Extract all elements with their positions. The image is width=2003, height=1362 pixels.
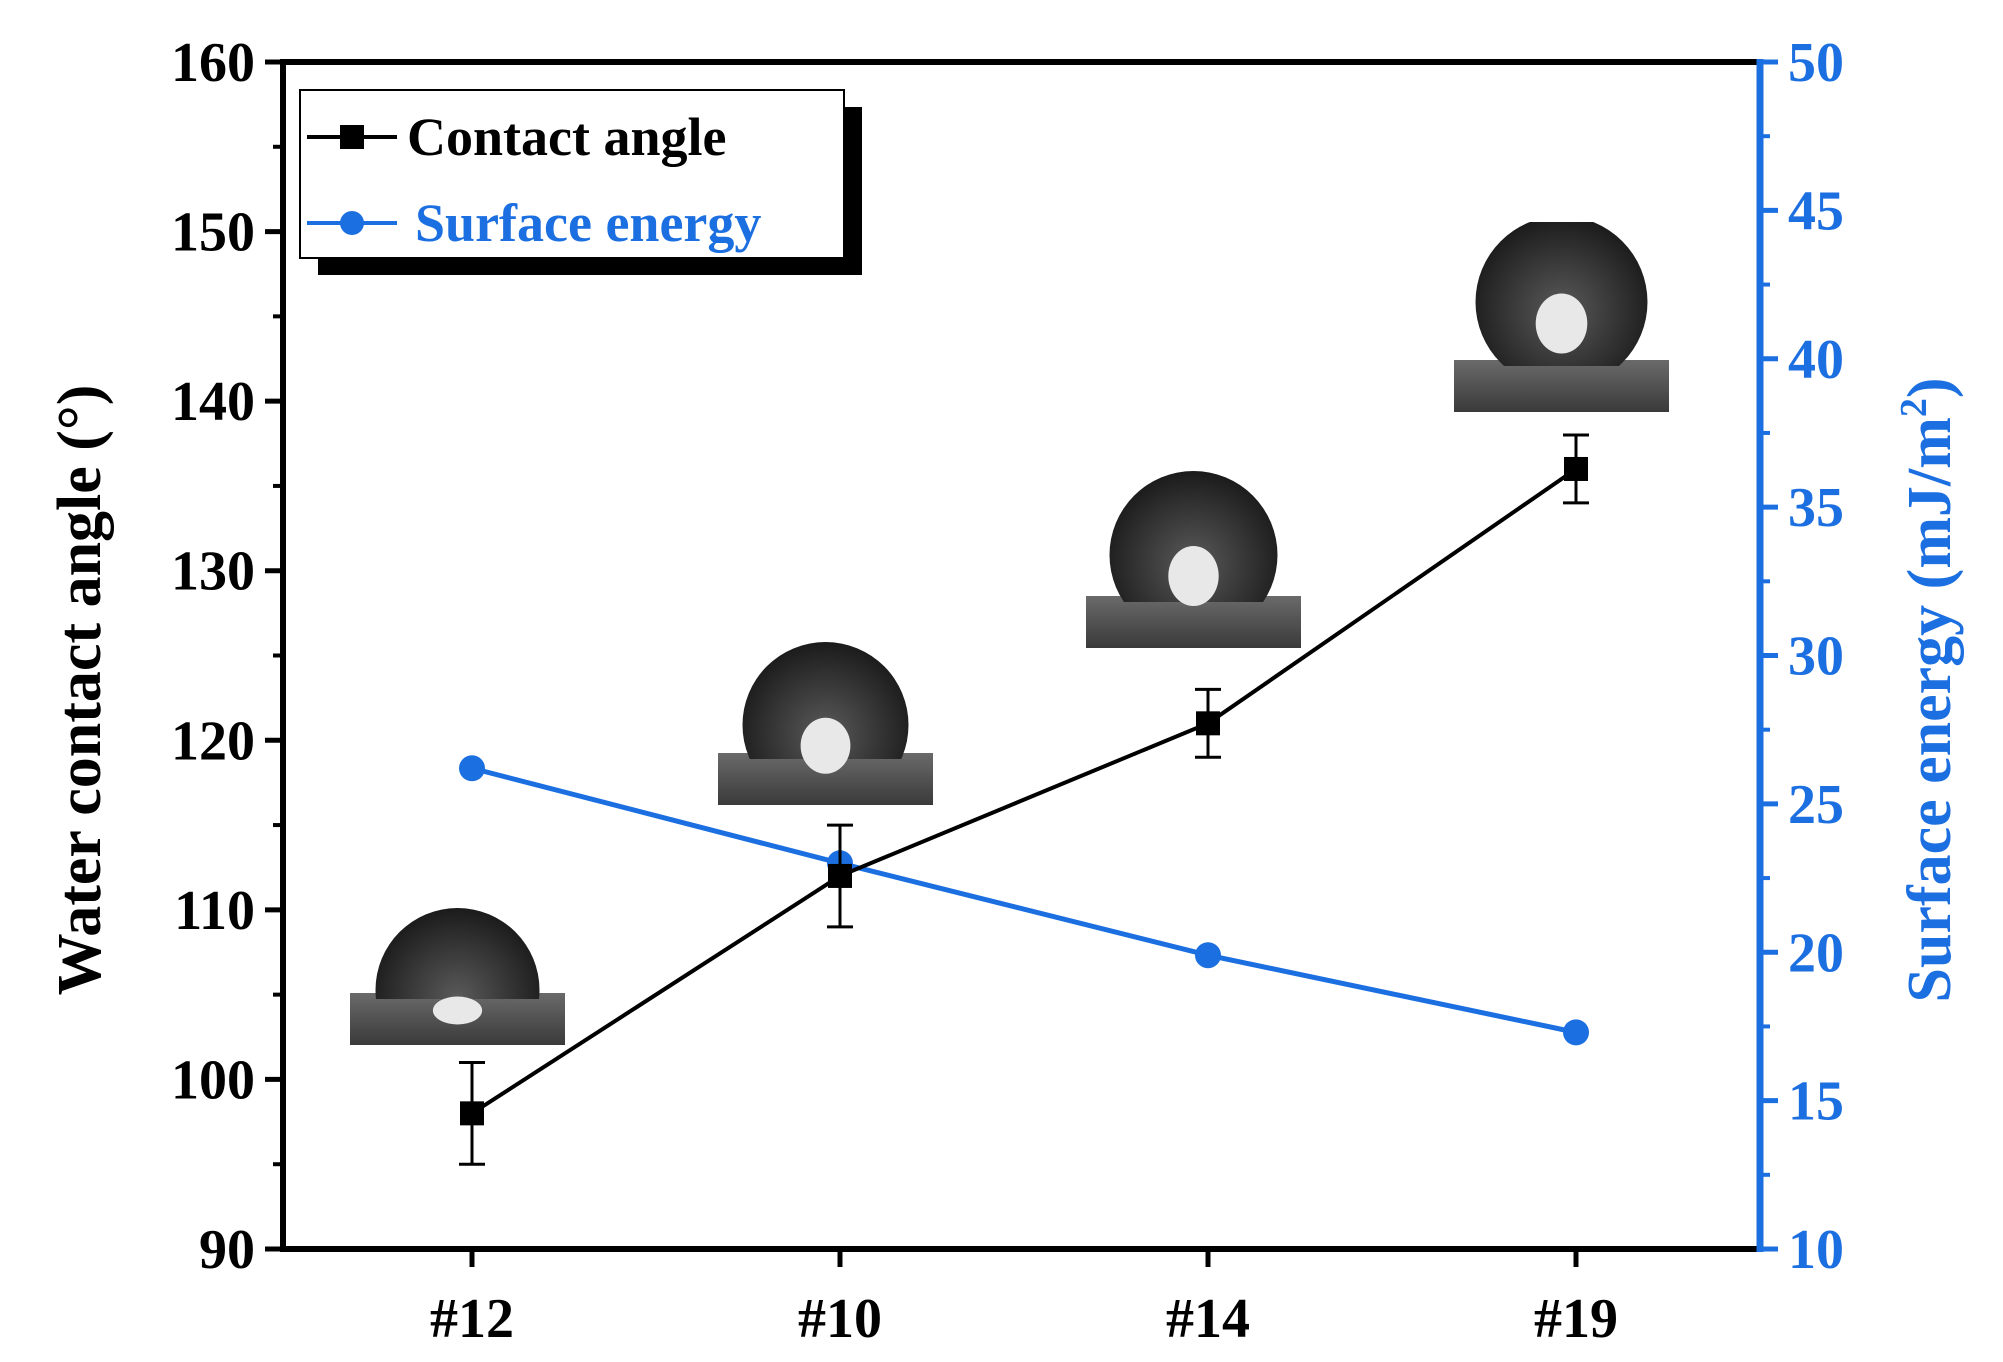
surface-energy-point	[1195, 942, 1221, 969]
inset-highlight	[432, 996, 483, 1025]
right-y-axis: 10 15 20 25 30 35 40 45 50	[1760, 32, 1844, 1281]
inset-droplet	[1109, 471, 1278, 602]
contact-angle-line	[470, 467, 1578, 1116]
right-tick-label: 35	[1788, 477, 1844, 539]
right-tick-label: 30	[1788, 626, 1844, 688]
surface-energy-point	[1563, 1019, 1589, 1046]
droplet-inset-12	[350, 908, 565, 1045]
surface-energy-line	[471, 765, 1577, 1035]
legend-box	[299, 89, 845, 259]
right-tick-label: 20	[1788, 922, 1844, 984]
right-axis-title: Surface energy (mJ/m2)	[1893, 377, 1964, 1002]
left-y-axis: 90 100 110 120 130 140 150 160	[171, 32, 283, 1281]
legend: Contact angle Surface energy	[299, 89, 862, 275]
droplet-inset-19	[1454, 222, 1669, 412]
left-axis-title: Water contact angle (°)	[46, 385, 114, 996]
inset-highlight	[1535, 293, 1588, 354]
left-tick-label: 120	[171, 710, 255, 772]
x-axis: #12 #10 #14 #19	[430, 1249, 1618, 1350]
droplet-inset-14	[1086, 471, 1301, 648]
x-tick-label: #19	[1534, 1288, 1618, 1350]
right-tick-label: 45	[1788, 180, 1844, 242]
legend-marker-contact-angle	[340, 125, 364, 149]
left-tick-label: 150	[171, 202, 255, 264]
contact-angle-point	[828, 863, 852, 888]
x-tick-label: #14	[1166, 1288, 1250, 1350]
x-tick-label: #10	[798, 1288, 882, 1350]
inset-substrate	[1454, 360, 1669, 412]
right-axis-title-close: )	[1896, 377, 1964, 398]
right-tick-label: 40	[1788, 329, 1844, 391]
x-tick-label: #12	[430, 1288, 514, 1350]
left-tick-label: 110	[174, 880, 255, 942]
legend-label-contact-angle: Contact angle	[407, 107, 726, 167]
right-tick-label: 15	[1788, 1071, 1844, 1133]
inset-droplet	[375, 908, 540, 999]
contact-angle-point	[460, 1101, 484, 1126]
surface-energy-series	[459, 755, 1589, 1046]
legend-label-surface-energy: Surface energy	[415, 193, 761, 253]
droplet-insets	[350, 222, 1669, 1045]
right-axis-title-superscript: 2	[1893, 398, 1935, 417]
right-tick-label: 25	[1788, 774, 1844, 836]
left-tick-label: 160	[171, 32, 255, 94]
droplet-inset-10	[718, 642, 933, 805]
legend-marker-surface-energy	[340, 211, 364, 235]
left-tick-label: 130	[171, 541, 255, 603]
inset-highlight	[1168, 546, 1219, 606]
inset-droplet	[742, 642, 909, 759]
right-tick-label: 10	[1788, 1219, 1844, 1281]
left-tick-label: 90	[199, 1219, 255, 1281]
surface-energy-point	[459, 755, 485, 782]
left-tick-label: 140	[171, 371, 255, 433]
contact-angle-point	[1564, 456, 1588, 481]
inset-highlight	[800, 717, 851, 774]
contact-angle-point	[1196, 711, 1220, 736]
contact-angle-series	[459, 433, 1589, 1166]
right-tick-label: 50	[1788, 32, 1844, 94]
left-tick-label: 100	[171, 1049, 255, 1111]
